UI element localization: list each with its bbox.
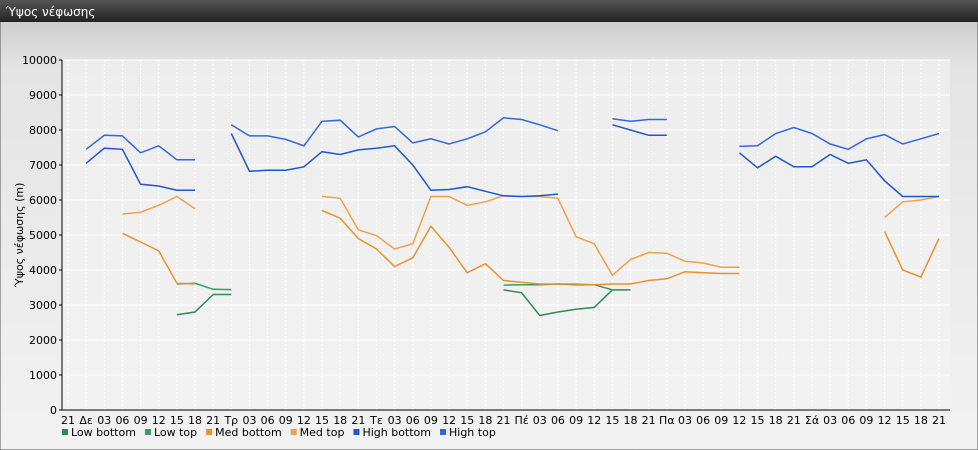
x-tick-label: 09 bbox=[859, 414, 873, 427]
x-tick-label: 06 bbox=[696, 414, 710, 427]
x-tick-label: 06 bbox=[261, 414, 275, 427]
legend-label: Low top bbox=[154, 426, 197, 439]
x-tick-label: Τρ bbox=[223, 414, 238, 427]
x-tick-label: 03 bbox=[388, 414, 402, 427]
x-tick-label: 09 bbox=[134, 414, 148, 427]
x-tick-label: 09 bbox=[279, 414, 293, 427]
x-tick-label: 03 bbox=[97, 414, 111, 427]
legend-label: Med bottom bbox=[215, 426, 282, 439]
x-tick-label: 12 bbox=[732, 414, 746, 427]
x-tick-label: Σά bbox=[805, 414, 819, 427]
x-tick-label: 18 bbox=[914, 414, 928, 427]
y-axis-label: Ύψος νέφωσης (m) bbox=[13, 183, 26, 289]
x-tick-label: 15 bbox=[896, 414, 910, 427]
y-tick-label: 10000 bbox=[22, 54, 57, 67]
y-tick-label: 5000 bbox=[29, 229, 57, 242]
x-tick-label: 06 bbox=[115, 414, 129, 427]
legend-label: High bottom bbox=[362, 426, 431, 439]
x-tick-label: 06 bbox=[406, 414, 420, 427]
y-tick-label: 0 bbox=[50, 404, 57, 417]
x-tick-label: 21 bbox=[351, 414, 365, 427]
x-tick-label: 03 bbox=[823, 414, 837, 427]
x-tick-label: 15 bbox=[460, 414, 474, 427]
x-tick-label: 12 bbox=[152, 414, 166, 427]
x-tick-label: 06 bbox=[551, 414, 565, 427]
x-tick-label: 15 bbox=[315, 414, 329, 427]
y-tick-label: 9000 bbox=[29, 89, 57, 102]
x-tick-label: 09 bbox=[714, 414, 728, 427]
x-tick-label: 15 bbox=[605, 414, 619, 427]
x-tick-label: 21 bbox=[206, 414, 220, 427]
x-tick-label: 12 bbox=[587, 414, 601, 427]
y-tick-label: 2000 bbox=[29, 334, 57, 347]
y-tick-label: 1000 bbox=[29, 369, 57, 382]
x-tick-label: 12 bbox=[297, 414, 311, 427]
series-line bbox=[122, 209, 940, 286]
x-tick-label: 18 bbox=[769, 414, 783, 427]
x-tick-label: 21 bbox=[642, 414, 656, 427]
x-tick-label: 03 bbox=[678, 414, 692, 427]
x-tick-label: Πέ bbox=[515, 414, 529, 427]
legend-label: Low bottom bbox=[71, 426, 136, 439]
x-tick-label: 12 bbox=[878, 414, 892, 427]
x-tick-label: 06 bbox=[841, 414, 855, 427]
y-tick-label: 4000 bbox=[29, 264, 57, 277]
x-tick-label: 15 bbox=[170, 414, 184, 427]
x-tick-label: 09 bbox=[424, 414, 438, 427]
title-bar bbox=[0, 0, 978, 22]
x-tick-label: 18 bbox=[333, 414, 347, 427]
x-tick-label: 18 bbox=[188, 414, 202, 427]
x-tick-label: 09 bbox=[569, 414, 583, 427]
x-tick-label: 03 bbox=[242, 414, 256, 427]
x-tick-label: 21 bbox=[61, 414, 75, 427]
y-tick-label: 3000 bbox=[29, 299, 57, 312]
x-tick-label: 21 bbox=[787, 414, 801, 427]
legend-swatch bbox=[144, 429, 151, 435]
legend-swatch bbox=[290, 429, 297, 435]
y-tick-label: 6000 bbox=[29, 194, 57, 207]
x-tick-label: 18 bbox=[478, 414, 492, 427]
x-tick-label: 15 bbox=[751, 414, 765, 427]
window-title: Ύψος νέφωσης bbox=[5, 5, 95, 19]
x-tick-label: Τε bbox=[369, 414, 383, 427]
y-tick-label: 8000 bbox=[29, 124, 57, 137]
x-tick-label: Πα bbox=[659, 414, 675, 427]
legend-label: Med top bbox=[300, 426, 345, 439]
x-tick-label: 03 bbox=[533, 414, 547, 427]
x-tick-label: 18 bbox=[624, 414, 638, 427]
x-tick-label: 12 bbox=[442, 414, 456, 427]
y-tick-label: 7000 bbox=[29, 159, 57, 172]
legend-swatch bbox=[353, 429, 360, 435]
series-line bbox=[85, 117, 940, 161]
x-tick-label: Δε bbox=[79, 414, 93, 427]
legend-swatch bbox=[62, 429, 68, 435]
legend-swatch bbox=[440, 429, 446, 435]
legend-swatch bbox=[206, 429, 213, 435]
series-line bbox=[176, 289, 631, 317]
series-line bbox=[85, 124, 939, 198]
legend-label: High top bbox=[449, 426, 496, 439]
x-tick-label: 21 bbox=[497, 414, 511, 427]
x-tick-label: 21 bbox=[932, 414, 946, 427]
